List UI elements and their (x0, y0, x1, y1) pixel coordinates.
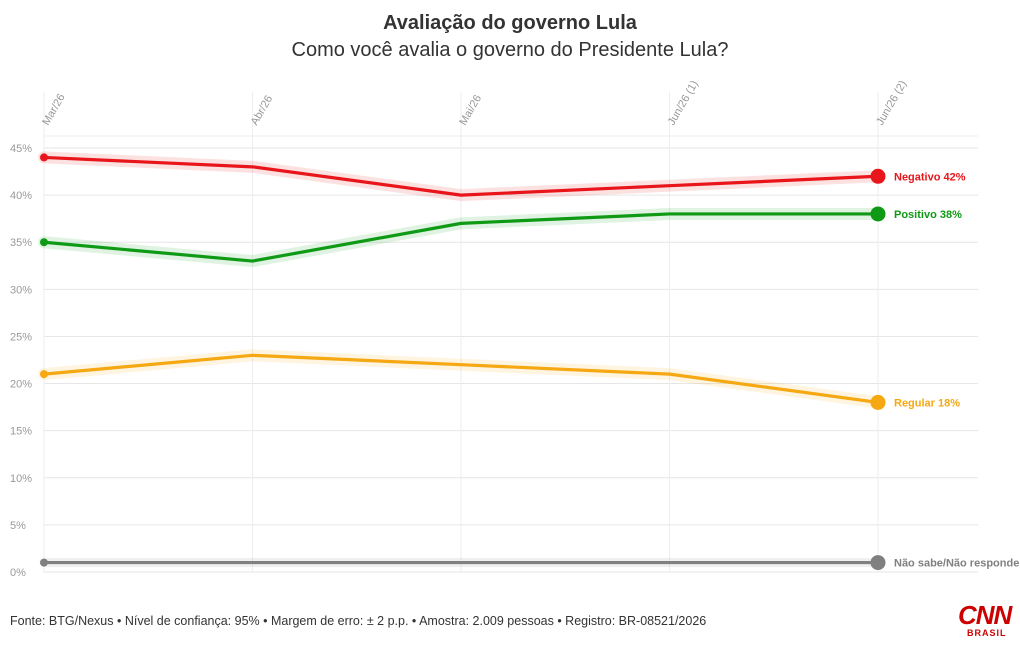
y-tick-label: 35% (10, 237, 32, 249)
series-start-point (40, 238, 48, 247)
line-chart: 0%5%10%15%20%25%30%35%40%45%Mar/26 Abr/26… (10, 79, 1019, 579)
y-tick-label: 40% (10, 190, 32, 202)
chart-title: Avaliação do governo Lula (383, 12, 637, 34)
series-end-point (870, 555, 886, 571)
series-start-point (40, 370, 48, 379)
logo-sub-text: BRASIL (967, 628, 1007, 638)
y-tick-label: 30% (10, 284, 32, 296)
series-end-label: Regular 18% (894, 397, 960, 409)
cnn-brasil-logo: CNN BRASIL (958, 602, 1014, 640)
y-tick-label: 45% (10, 143, 32, 155)
series-end-point (870, 168, 886, 184)
series-end-point (870, 394, 886, 410)
series-end-label: Negativo 42% (894, 171, 966, 183)
series-end-point (870, 206, 886, 222)
series-start-point (40, 558, 48, 567)
y-tick-label: 25% (10, 331, 32, 343)
series-end-label: Positivo 38% (894, 209, 962, 221)
series-line (42, 212, 880, 263)
y-tick-label: 10% (10, 473, 32, 485)
logo-main-text: CNN (958, 600, 1012, 630)
series-line (42, 353, 880, 404)
series-line (42, 155, 880, 197)
chart-subtitle: Como você avalia o governo do Presidente… (291, 39, 729, 61)
series-start-point (40, 153, 48, 162)
x-tick-label: Jun/26 (2) (874, 79, 909, 128)
source-footnote: Fonte: BTG/Nexus • Nível de confiança: 9… (10, 614, 707, 628)
y-tick-label: 5% (10, 520, 26, 532)
y-tick-label: 20% (10, 379, 32, 391)
y-tick-label: 15% (10, 426, 32, 438)
series-end-label: Não sabe/Não responde (894, 558, 1019, 570)
y-tick-label: 0% (10, 567, 26, 579)
x-tick-label: Jun/26 (1) (666, 79, 701, 128)
